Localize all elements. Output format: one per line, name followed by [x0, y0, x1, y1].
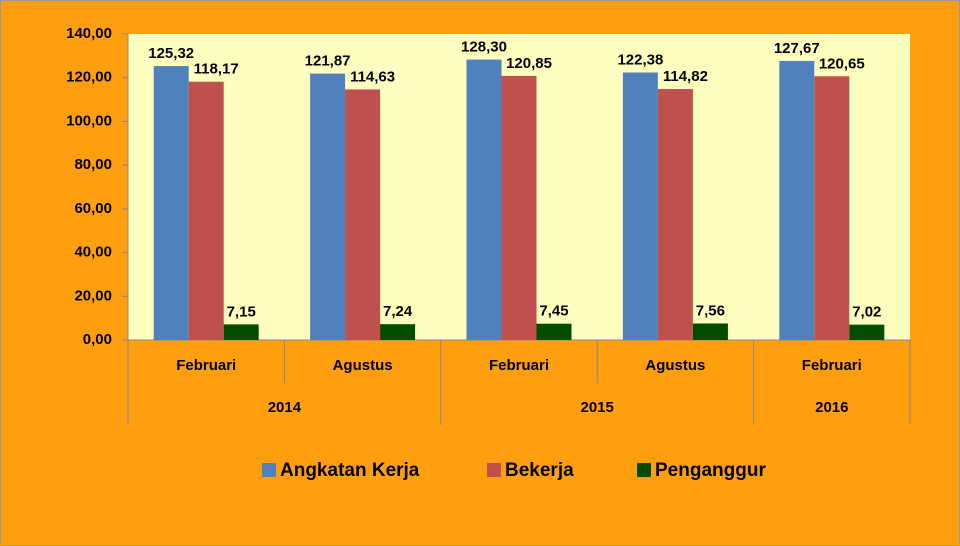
value-label: 7,45: [539, 303, 568, 320]
bar: [657, 89, 693, 340]
bar: [692, 323, 728, 340]
y-tick-label: 120,00: [66, 69, 112, 86]
y-tick-label: 20,00: [74, 287, 112, 304]
bar: [188, 81, 224, 340]
x-group-label: 2016: [815, 399, 848, 416]
bar: [223, 324, 259, 340]
bar: [380, 324, 416, 340]
y-tick-label: 80,00: [74, 156, 112, 173]
value-label: 128,30: [461, 39, 507, 56]
value-label: 121,87: [305, 53, 351, 70]
y-tick-label: 40,00: [74, 244, 112, 261]
legend-label: Angkatan Kerja: [280, 460, 420, 481]
y-tick-label: 60,00: [74, 200, 112, 217]
x-tick-label: Februari: [802, 357, 862, 374]
bar: [501, 75, 537, 340]
y-tick-label: 100,00: [66, 112, 112, 129]
bar: [536, 323, 572, 340]
value-label: 7,24: [383, 303, 413, 320]
y-tick-label: 0,00: [83, 331, 112, 348]
legend-swatch: [637, 463, 651, 477]
value-label: 122,38: [617, 51, 663, 68]
value-label: 120,85: [506, 55, 552, 72]
value-label: 7,02: [852, 304, 881, 321]
bar: [779, 60, 815, 340]
x-tick-label: Agustus: [333, 357, 393, 374]
legend-label: Bekerja: [505, 460, 574, 481]
value-label: 7,56: [696, 302, 725, 319]
value-label: 118,17: [194, 61, 239, 78]
bar: [849, 324, 885, 340]
bar: [345, 89, 381, 340]
bar: [466, 59, 502, 341]
bar: [310, 73, 346, 340]
legend-swatch: [487, 463, 501, 477]
x-group-label: 2015: [581, 399, 614, 416]
bar: [814, 76, 850, 340]
legend-swatch: [262, 463, 276, 477]
x-tick-label: Februari: [176, 357, 236, 374]
bar: [622, 72, 658, 341]
y-tick-label: 140,00: [66, 25, 112, 42]
x-tick-label: Agustus: [645, 357, 705, 374]
value-label: 7,15: [227, 303, 256, 320]
value-label: 127,67: [774, 40, 820, 57]
legend-label: Penganggur: [655, 460, 766, 481]
value-label: 114,63: [350, 68, 395, 85]
value-label: 120,65: [819, 55, 865, 72]
bar: [153, 66, 189, 340]
value-label: 125,32: [148, 45, 194, 62]
x-tick-label: Februari: [489, 357, 549, 374]
value-label: 114,82: [663, 68, 708, 85]
x-group-label: 2014: [268, 399, 302, 416]
